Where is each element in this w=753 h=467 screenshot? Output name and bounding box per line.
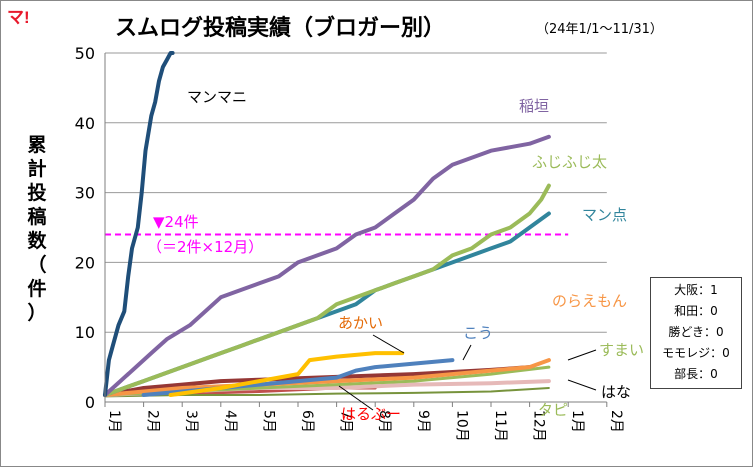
x-tick-label: 2月 <box>608 410 624 433</box>
y-axis-label-char: 投 <box>27 181 46 204</box>
series-line <box>103 134 551 397</box>
y-axis-label-char: 件 <box>27 277 46 300</box>
y-tick-label: 0 <box>85 393 95 412</box>
label-leader-line <box>567 349 597 361</box>
series-line <box>103 51 175 397</box>
series-line <box>103 358 551 397</box>
label-leader-line <box>567 379 597 391</box>
y-axis-label-char: 数 <box>27 229 47 252</box>
x-tick-label: 5月 <box>260 410 276 433</box>
zero-box-entry: 勝どき：0 <box>668 325 724 339</box>
axes: 0 10 20 30 40 50 1月 2月 3月 4月 5月 6月 7月 8月 9月 10月 11月 12月 1月… <box>75 44 624 442</box>
label-leader-line <box>372 334 405 354</box>
series-label: のらえもん <box>552 292 627 310</box>
x-tick-label: 11月 <box>492 410 508 442</box>
target-sublabel: （＝2件×12月） <box>147 238 263 256</box>
x-tick-label: 1月 <box>106 410 122 433</box>
series-label: タピ <box>538 401 568 419</box>
y-tick-label: 50 <box>75 44 95 63</box>
label-leader-line <box>462 344 472 361</box>
gridlines <box>105 52 607 333</box>
x-tick-label: 8月 <box>376 410 392 433</box>
y-axis-label-char: 計 <box>27 157 46 180</box>
x-tick-label: 3月 <box>183 410 199 433</box>
zero-box-entry: 部長：0 <box>674 367 718 381</box>
y-axis-label-char: 稿 <box>27 205 46 228</box>
y-axis-label-char: 累 <box>27 134 46 156</box>
series-label: マン点 <box>582 206 627 224</box>
logo: マ! <box>7 8 30 27</box>
series-label: あかい <box>338 314 383 332</box>
zero-box-entry: 和田：0 <box>674 304 718 318</box>
series-label: ふじふじ太 <box>532 153 607 171</box>
series-line <box>103 183 551 397</box>
series-lines <box>103 51 551 398</box>
series-label: 稲垣 <box>519 97 549 115</box>
zero-posts-box: 大阪：1 和田：0 勝どき：0 モモレジ：0 部長：0 <box>650 277 742 389</box>
chart-subtitle: （24年1/1〜11/31） <box>536 22 663 37</box>
y-tick-label: 10 <box>75 323 95 342</box>
x-tick-label: 6月 <box>299 410 315 433</box>
series-label: はるぶー <box>341 405 401 423</box>
label-leader-line <box>338 385 374 411</box>
series-label: こう <box>463 324 493 342</box>
x-tick-label: 7月 <box>338 410 354 433</box>
series-label: はな <box>601 383 631 401</box>
series-label: すまい <box>599 341 644 359</box>
y-tick-label: 30 <box>75 184 95 203</box>
series-labels: マンマニ稲垣ふじふじ太マン点あかいこう のらえもんすまいはなタピ はるぶー <box>187 88 644 423</box>
y-axis-label-char: （ <box>27 253 46 276</box>
y-axis-label-char: ） <box>27 301 46 324</box>
chart-title: スムログ投稿実績（ブロガー別） <box>115 15 445 41</box>
y-axis-label: 累計投稿数（件） <box>27 134 47 324</box>
series-label: マンマニ <box>187 88 247 106</box>
zero-box-entry: 大阪：1 <box>674 283 718 297</box>
x-tick-label: 1月 <box>569 410 585 433</box>
x-tick-label: 9月 <box>415 410 431 433</box>
y-tick-label: 40 <box>75 114 95 133</box>
x-tick-label: 12月 <box>531 410 547 442</box>
x-tick-label: 10月 <box>453 410 469 442</box>
series-line <box>168 351 405 397</box>
x-tick-label: 4月 <box>222 410 238 433</box>
zero-box-entry: モモレジ：0 <box>662 346 730 360</box>
y-tick-label: 20 <box>75 253 95 272</box>
x-tick-label: 2月 <box>145 410 161 433</box>
target-label: ▼24件 <box>153 213 199 231</box>
